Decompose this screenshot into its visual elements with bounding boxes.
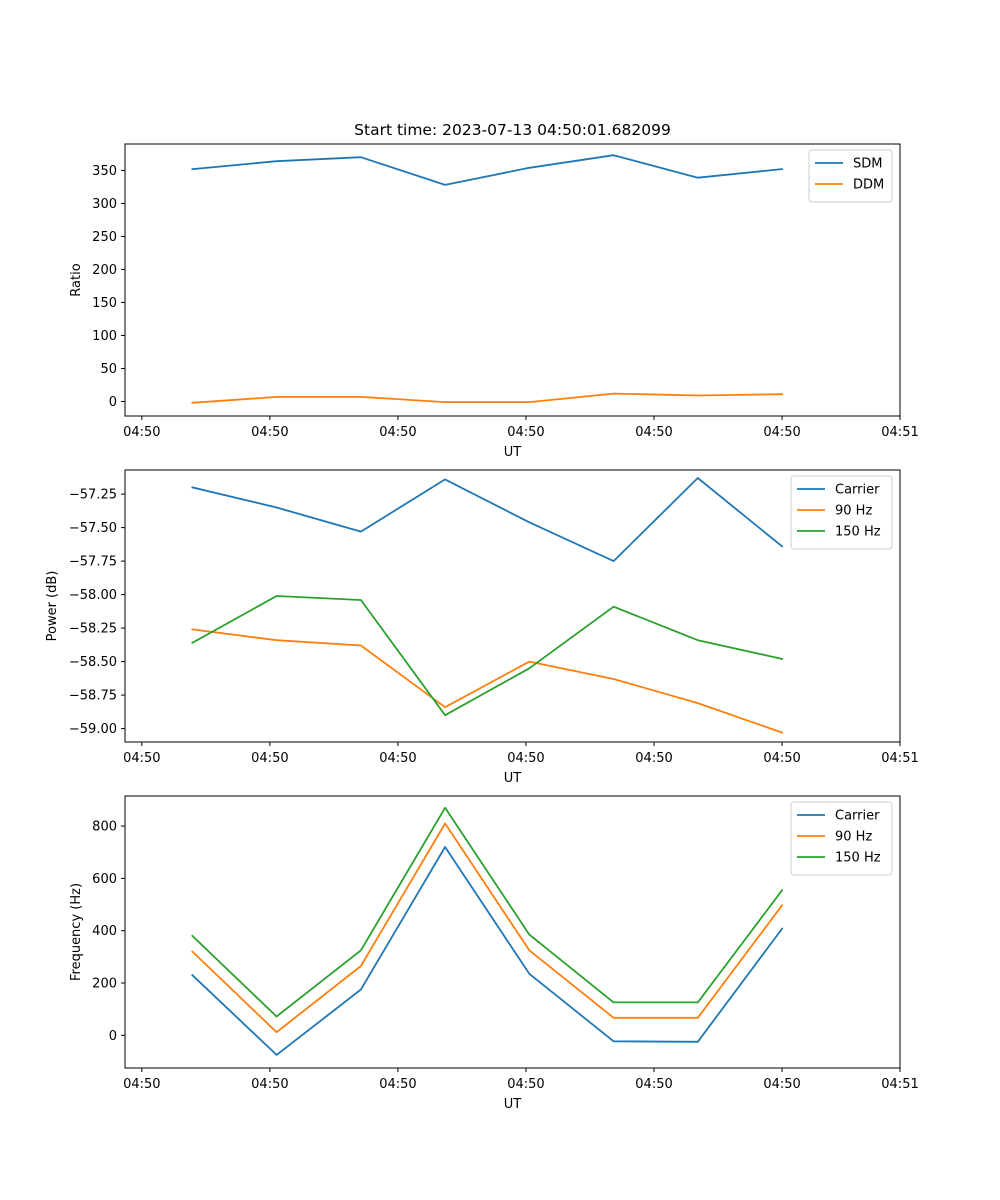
x-tick-label: 04:51: [881, 1077, 918, 1092]
legend-label: 150 Hz: [835, 525, 881, 540]
y-tick-label: −58.00: [69, 588, 117, 603]
x-tick-label: 04:50: [763, 1077, 800, 1092]
legend-label: Carrier: [835, 483, 880, 498]
chart-title: Start time: 2023-07-13 04:50:01.682099: [354, 121, 671, 139]
series-line-150-hz: [191, 595, 784, 717]
y-tick-label: 600: [92, 872, 117, 887]
x-tick-label: 04:50: [635, 751, 672, 766]
x-tick-label: 04:50: [507, 425, 544, 440]
x-tick-label: 04:50: [763, 751, 800, 766]
legend: Carrier 90 Hz 150 Hz: [790, 475, 893, 550]
y-tick-label: 100: [92, 329, 117, 344]
y-tick-label: −57.25: [69, 488, 117, 503]
series-line-carrier: [191, 477, 784, 562]
y-tick-label: −58.75: [69, 689, 117, 704]
x-tick-label: 04:50: [251, 425, 288, 440]
axes-frame: [124, 795, 901, 1069]
legend-label: SDM: [853, 157, 882, 172]
y-tick-label: 300: [92, 197, 117, 212]
x-axis-label: UT: [504, 445, 522, 460]
series-line-sdm: [191, 154, 784, 186]
x-axis-label: UT: [504, 771, 522, 786]
y-tick-label: 200: [92, 977, 117, 992]
legend-label: Carrier: [835, 809, 880, 824]
legend: SDM DDM: [808, 149, 893, 203]
legend-label: 150 Hz: [835, 851, 881, 866]
y-tick-label: −58.50: [69, 655, 117, 670]
series-line-carrier: [191, 846, 784, 1056]
series-line-150-hz: [191, 806, 784, 1018]
x-tick-label: 04:51: [881, 425, 918, 440]
y-tick-label: −57.50: [69, 521, 117, 536]
series-line-ddm: [191, 392, 784, 404]
x-tick-label: 04:50: [379, 751, 416, 766]
ratio-panel: Start time: 2023-07-13 04:50:01.682099 U…: [69, 121, 919, 460]
y-tick-label: 200: [92, 263, 117, 278]
series-line-90-hz: [191, 628, 784, 734]
y-tick-label: 350: [92, 164, 117, 179]
legend: Carrier 90 Hz 150 Hz: [790, 801, 893, 876]
y-tick-label: 50: [100, 362, 117, 377]
x-tick-label: 04:50: [251, 1077, 288, 1092]
x-tick-label: 04:50: [635, 425, 672, 440]
power-panel: UT Power (dB) 04:50 04:50 04:50 04:50 04:50 0…: [45, 469, 919, 786]
y-tick-label: 800: [92, 820, 117, 835]
legend-label: 90 Hz: [835, 830, 872, 845]
x-tick-label: 04:51: [881, 751, 918, 766]
x-tick-label: 04:50: [507, 1077, 544, 1092]
y-tick-label: 0: [109, 1029, 117, 1044]
y-tick-label: 0: [109, 395, 117, 410]
axes-frame: [124, 469, 901, 743]
series-line-90-hz: [191, 822, 784, 1034]
x-axis-label: UT: [504, 1097, 522, 1112]
axes-frame: [124, 143, 901, 417]
frequency-panel: UT Frequency (Hz) 04:50 04:50 04:50 04:50 04…: [69, 795, 919, 1112]
legend-label: DDM: [853, 178, 884, 193]
x-tick-label: 04:50: [251, 751, 288, 766]
x-tick-label: 04:50: [123, 425, 160, 440]
x-tick-label: 04:50: [507, 751, 544, 766]
x-tick-label: 04:50: [635, 1077, 672, 1092]
y-axis-label: Frequency (Hz): [69, 883, 84, 981]
x-tick-label: 04:50: [123, 1077, 160, 1092]
y-tick-label: 150: [92, 296, 117, 311]
x-tick-label: 04:50: [379, 1077, 416, 1092]
x-tick-label: 04:50: [379, 425, 416, 440]
y-tick-label: 400: [92, 924, 117, 939]
x-tick-label: 04:50: [123, 751, 160, 766]
y-tick-label: 250: [92, 230, 117, 245]
y-tick-label: −57.75: [69, 555, 117, 570]
y-tick-label: −58.25: [69, 622, 117, 637]
x-tick-label: 04:50: [763, 425, 800, 440]
legend-label: 90 Hz: [835, 504, 872, 519]
y-axis-label: Ratio: [69, 263, 84, 296]
y-axis-label: Power (dB): [45, 571, 60, 642]
y-tick-label: −59.00: [69, 722, 117, 737]
